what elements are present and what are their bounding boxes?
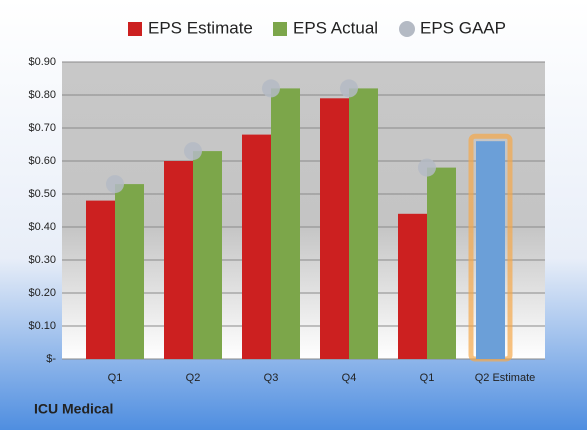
legend-swatch	[128, 22, 142, 36]
bar	[242, 134, 271, 359]
y-tick-label: $0.40	[28, 221, 56, 233]
y-tick-label: $-	[46, 353, 56, 365]
footer: ICU Medical	[34, 401, 113, 417]
x-tick-label: Q1	[420, 372, 435, 384]
y-tick-label: $0.70	[28, 122, 56, 134]
y-tick-label: $0.80	[28, 89, 56, 101]
x-tick-label: Q2	[186, 372, 201, 384]
x-tick-label: Q1	[108, 372, 123, 384]
gaap-marker	[184, 142, 202, 161]
bar	[115, 184, 144, 359]
gaap-marker	[418, 158, 436, 177]
bar	[193, 151, 222, 359]
bar	[271, 88, 300, 360]
bar	[86, 200, 115, 359]
y-tick-label: $0.10	[28, 320, 56, 332]
y-tick-label: $0.60	[28, 155, 56, 167]
legend-label: EPS GAAP	[420, 18, 506, 37]
y-tick-label: $0.20	[28, 287, 56, 299]
y-tick-label: $0.90	[28, 56, 56, 68]
legend-swatch	[273, 22, 287, 36]
gaap-marker	[106, 175, 124, 194]
bar	[398, 213, 427, 359]
bar	[476, 141, 505, 359]
gaap-marker	[262, 79, 280, 98]
legend-label: EPS Actual	[293, 18, 378, 37]
y-tick-label: $0.30	[28, 254, 56, 266]
bar	[164, 161, 193, 359]
bar	[320, 98, 349, 360]
x-tick-label: Q2 Estimate	[475, 372, 536, 384]
gaap-marker	[340, 79, 358, 98]
bar	[349, 88, 378, 360]
bar	[427, 167, 456, 359]
legend-label: EPS Estimate	[148, 18, 253, 37]
x-tick-label: Q4	[342, 372, 357, 384]
legend-swatch	[399, 21, 415, 37]
y-tick-label: $0.50	[28, 188, 56, 200]
x-tick-label: Q3	[264, 372, 279, 384]
